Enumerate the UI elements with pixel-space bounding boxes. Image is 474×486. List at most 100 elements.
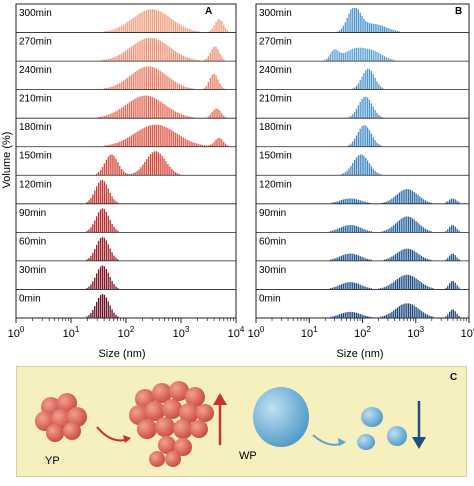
- distribution-bar: [365, 201, 367, 204]
- distribution-bar: [115, 56, 117, 62]
- distribution-bar: [144, 38, 146, 62]
- distribution-bar: [342, 53, 345, 62]
- distribution-bar: [153, 151, 156, 176]
- distribution-bar: [109, 277, 111, 290]
- distribution-bar: [350, 143, 352, 147]
- distribution-bar: [393, 29, 395, 33]
- distribution-bar: [92, 252, 94, 261]
- distribution-bar: [415, 221, 417, 233]
- distribution-bar: [368, 202, 371, 204]
- distribution-bar: [398, 277, 400, 290]
- distribution-bar: [176, 52, 179, 62]
- distribution-bar: [378, 173, 380, 176]
- distribution-bar: [155, 124, 158, 147]
- distribution-bar: [447, 314, 449, 318]
- distribution-bar: [111, 86, 113, 90]
- distribution-bar: [203, 59, 206, 62]
- distribution-bar: [348, 116, 350, 119]
- distribution-bar: [361, 285, 363, 290]
- distribution-bar: [117, 27, 119, 33]
- distribution-bar: [215, 21, 217, 33]
- distribution-bar: [101, 208, 104, 233]
- distribution-bar: [138, 169, 140, 176]
- distribution-bar: [406, 189, 408, 204]
- distribution-bar: [357, 226, 359, 233]
- distribution-bar: [426, 286, 428, 290]
- distribution-bar: [132, 173, 134, 176]
- distribution-bar: [126, 103, 129, 119]
- distribution-bar: [217, 79, 219, 90]
- distribution-bar: [357, 105, 359, 119]
- distribution-bar: [132, 17, 134, 33]
- x-tick-label: 103: [173, 325, 190, 340]
- distribution-bar: [359, 200, 361, 204]
- distribution-bar: [174, 132, 177, 147]
- distribution-bar: [113, 312, 115, 318]
- distribution-bar: [186, 139, 188, 147]
- distribution-bar: [357, 255, 359, 261]
- distribution-bar: [376, 172, 378, 176]
- distribution-bar: [367, 230, 369, 233]
- distribution-bar: [190, 29, 192, 33]
- distribution-bar: [359, 256, 361, 261]
- distribution-bar: [119, 108, 121, 119]
- distribution-bar: [346, 253, 348, 261]
- distribution-bar: [383, 287, 386, 290]
- distribution-bar: [372, 168, 374, 176]
- distribution-bar: [404, 275, 406, 290]
- distribution-bar: [215, 75, 217, 90]
- distribution-bar: [161, 102, 163, 119]
- distribution-bar: [151, 66, 154, 90]
- row-label: 300min: [19, 8, 52, 19]
- distribution-bar: [126, 49, 129, 62]
- distribution-bar: [452, 309, 455, 318]
- distribution-bar: [335, 286, 337, 290]
- distribution-bar: [394, 308, 397, 318]
- panel-b-chart: 300min 270min 240min 210min 180min 150min 120m…: [248, 3, 474, 340]
- distribution-bar: [103, 294, 106, 318]
- distribution-bar: [424, 258, 427, 261]
- distribution-bar: [151, 97, 154, 119]
- distribution-bar: [428, 259, 430, 261]
- distribution-bar: [413, 219, 415, 233]
- distribution-bar: [101, 116, 104, 119]
- distribution-bar: [424, 285, 427, 290]
- distribution-bar: [368, 130, 371, 147]
- distribution-bar: [344, 199, 346, 204]
- distribution-bar: [171, 168, 173, 176]
- distribution-bar: [144, 66, 146, 90]
- distribution-bar: [213, 25, 215, 33]
- distribution-bar: [402, 304, 404, 318]
- distribution-bar: [113, 143, 115, 147]
- panel-b-label: B: [455, 6, 462, 17]
- distribution-bar: [149, 154, 152, 176]
- distribution-bar: [130, 46, 132, 62]
- distribution-bar: [408, 303, 410, 318]
- distribution-bar: [142, 95, 144, 119]
- distribution-bar: [105, 59, 107, 62]
- distribution-bar: [174, 51, 177, 62]
- distribution-bar: [353, 138, 356, 147]
- distribution-bar: [113, 85, 115, 90]
- distribution-bar: [352, 8, 354, 33]
- distribution-bar: [421, 197, 423, 204]
- distribution-bar: [113, 226, 115, 233]
- distribution-bar: [115, 286, 117, 290]
- distribution-bar: [357, 83, 359, 90]
- distribution-bar: [121, 140, 123, 147]
- distribution-bar: [357, 155, 359, 176]
- distribution-bar: [391, 256, 393, 261]
- distribution-bar: [105, 159, 107, 176]
- distribution-bar: [219, 138, 221, 147]
- distribution-bar: [192, 59, 194, 62]
- distribution-bar: [109, 154, 111, 176]
- distribution-bar: [134, 172, 136, 176]
- distribution-bar: [353, 198, 356, 204]
- distribution-bar: [374, 23, 376, 33]
- distribution-bar: [333, 49, 335, 62]
- distribution-bar: [105, 297, 107, 318]
- distribution-bar: [217, 138, 219, 147]
- distribution-bar: [378, 288, 380, 290]
- distribution-bar: [105, 115, 107, 119]
- distribution-bar: [109, 219, 111, 233]
